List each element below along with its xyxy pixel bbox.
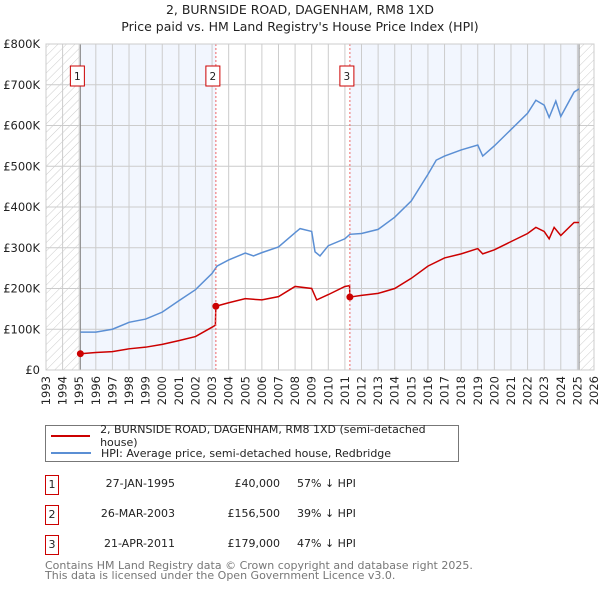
legend-label: 2, BURNSIDE ROAD, DAGENHAM, RM8 1XD (sem… — [100, 423, 426, 449]
x-tick-label: 2000 — [155, 376, 169, 405]
legend-label: HPI: Average price, semi-detached house,… — [101, 446, 392, 460]
footer-line: This data is licensed under the Open Gov… — [45, 569, 396, 582]
sale-label-box — [205, 65, 221, 87]
legend-swatch-blue — [51, 452, 91, 454]
x-tick-label: 2021 — [504, 376, 518, 405]
sale-number-badge: 1 — [45, 475, 59, 495]
sale-label-number: 3 — [344, 71, 351, 83]
x-tick-label: 2007 — [271, 376, 285, 405]
sale-date: 21-APR-2011 — [103, 537, 175, 550]
x-tick-label: 2013 — [371, 376, 385, 405]
sale-row: 3 21-APR-2011 £179,000 47% ↓ HPI — [45, 535, 465, 555]
x-tick-label: 2016 — [421, 376, 435, 405]
hpi-line — [80, 88, 580, 333]
sale-label-number: 2 — [210, 71, 217, 83]
sale-hpi-diff: 57% ↓ HPI — [297, 477, 356, 490]
y-tick-label: £400K — [3, 200, 40, 214]
x-tick-label: 1998 — [122, 376, 136, 405]
x-tick-label: 1999 — [139, 376, 153, 405]
footer-attribution: Contains HM Land Registry data © Crown c… — [45, 559, 473, 582]
x-tick-label: 1995 — [72, 376, 86, 405]
y-tick-label: £600K — [3, 119, 40, 133]
sale-label-box — [339, 65, 355, 87]
x-tick-label: 2008 — [288, 376, 302, 405]
x-tick-label: 1993 — [39, 376, 53, 405]
x-tick-label: 2017 — [438, 376, 452, 405]
sale-point — [346, 293, 354, 301]
x-tick-label: 2023 — [537, 376, 551, 405]
legend-swatch-red — [51, 435, 91, 437]
x-tick-label: 2011 — [338, 376, 352, 405]
sale-price: £40,000 — [234, 477, 281, 490]
chart-subtitle: Price paid vs. HM Land Registry's House … — [121, 19, 478, 34]
y-tick-label: £100K — [3, 322, 40, 336]
sale-label-number: 1 — [74, 71, 81, 83]
x-tick-label: 1996 — [89, 376, 103, 405]
sale-price: £156,500 — [227, 507, 281, 520]
y-tick-label: £200K — [3, 282, 40, 296]
sale-date: 27-JAN-1995 — [105, 477, 175, 490]
x-tick-label: 2024 — [554, 376, 568, 405]
sale-hpi-diff: 39% ↓ HPI — [297, 507, 356, 520]
x-tick-label: 2022 — [521, 376, 535, 405]
legend: 2, BURNSIDE ROAD, DAGENHAM, RM8 1XD (sem… — [45, 423, 459, 462]
x-tick-label: 2020 — [487, 376, 501, 405]
y-tick-label: £0 — [25, 363, 40, 377]
sale-point — [212, 302, 220, 310]
chart-title: 2, BURNSIDE ROAD, DAGENHAM, RM8 1XD — [166, 2, 434, 17]
sale-label-box — [69, 65, 85, 87]
sale-number-badge: 2 — [45, 505, 59, 525]
legend-item-property: 2, BURNSIDE ROAD, DAGENHAM, RM8 1XD (sem… — [46, 423, 458, 449]
x-tick-label: 1994 — [56, 376, 70, 405]
x-tick-label: 2010 — [321, 376, 335, 405]
footer-line: Contains HM Land Registry data © Crown c… — [45, 559, 473, 572]
sale-number-badge: 3 — [45, 535, 59, 555]
y-tick-label: £300K — [3, 241, 40, 255]
x-tick-label: 2002 — [188, 376, 202, 405]
sale-point — [76, 350, 84, 358]
x-tick-label: 2026 — [587, 376, 600, 405]
legend-item-hpi: HPI: Average price, semi-detached house,… — [46, 445, 391, 461]
sale-hpi-diff: 47% ↓ HPI — [297, 537, 356, 550]
x-tick-label: 2009 — [305, 376, 319, 405]
y-tick-label: £800K — [3, 37, 40, 51]
sale-price: £179,000 — [227, 537, 281, 550]
x-tick-label: 1997 — [105, 376, 119, 405]
sale-row: 2 26-MAR-2003 £156,500 39% ↓ HPI — [45, 505, 465, 525]
x-tick-label: 2014 — [388, 376, 402, 405]
sale-row: 1 27-JAN-1995 £40,000 57% ↓ HPI — [45, 475, 465, 495]
x-tick-label: 2019 — [471, 376, 485, 405]
x-tick-label: 2004 — [222, 376, 236, 405]
x-tick-label: 2001 — [172, 376, 186, 405]
sale-date: 26-MAR-2003 — [100, 507, 175, 520]
y-tick-label: £700K — [3, 78, 40, 92]
x-tick-label: 2003 — [205, 376, 219, 405]
x-tick-label: 2025 — [570, 376, 584, 405]
plot-border — [45, 43, 595, 371]
x-tick-label: 2015 — [404, 376, 418, 405]
x-tick-label: 2012 — [355, 376, 369, 405]
y-tick-label: £500K — [3, 159, 40, 173]
price-chart: 2, BURNSIDE ROAD, DAGENHAM, RM8 1XD Pric… — [3, 2, 600, 405]
x-tick-label: 2005 — [238, 376, 252, 405]
x-tick-label: 2006 — [255, 376, 269, 405]
x-tick-label: 2018 — [454, 376, 468, 405]
